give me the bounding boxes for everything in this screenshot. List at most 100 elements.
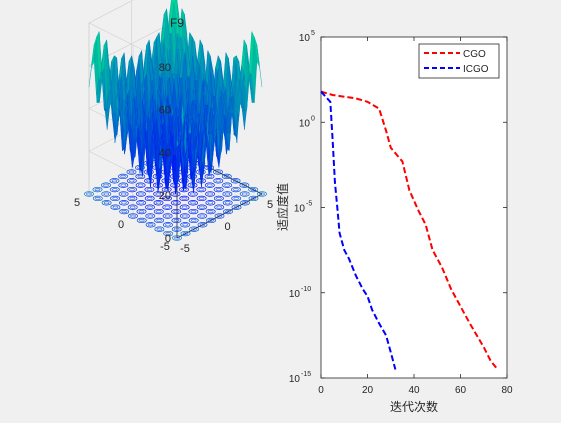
contour-ring xyxy=(240,200,250,206)
contour-ring xyxy=(189,226,199,232)
x-tick-label: 0 xyxy=(224,221,230,233)
contour-ring xyxy=(188,200,199,206)
contour-ring xyxy=(144,195,155,202)
contour-ring xyxy=(206,217,216,224)
contour-ring-inner xyxy=(147,205,153,209)
contour-ring xyxy=(214,204,225,210)
contour-ring xyxy=(118,173,128,180)
contour-ring-inner xyxy=(103,201,110,205)
contour-ring-inner xyxy=(165,232,171,236)
contour-ring xyxy=(101,182,111,188)
z-tick-labels: 0 20 40 60 80 xyxy=(159,62,171,245)
contour-ring-inner xyxy=(120,174,126,178)
grid-line xyxy=(88,0,134,24)
contour-ring xyxy=(222,200,233,206)
contour-ring-inner xyxy=(164,205,171,209)
contour-ring-inner xyxy=(130,205,136,209)
contour-ring xyxy=(154,226,165,232)
contour-ring xyxy=(135,191,146,197)
x-tick-label: 20 xyxy=(362,385,374,396)
contour-ring-inner xyxy=(225,210,231,214)
contour-ring-inner xyxy=(156,218,162,222)
z-tick-label: 20 xyxy=(159,190,171,202)
contour-ring xyxy=(223,208,233,215)
y-tick-label: -5 xyxy=(160,241,170,253)
contour-ring xyxy=(196,204,207,210)
contour-ring xyxy=(126,178,137,184)
x-tick-label: 80 xyxy=(501,385,513,396)
contour-ring xyxy=(205,208,216,215)
y-tick-label: 10 -10 xyxy=(289,286,311,300)
contour-ring xyxy=(257,191,267,197)
y-tick-exponent: 5 xyxy=(311,30,315,37)
contour-ring-inner xyxy=(156,210,162,214)
contour-ring-inner xyxy=(215,170,221,174)
contour-ring xyxy=(188,217,199,224)
contour-ring xyxy=(162,213,173,219)
contour-ring-inner xyxy=(206,174,213,178)
contour-ring xyxy=(205,191,216,197)
contour-ring xyxy=(222,191,233,197)
axis-line xyxy=(176,193,263,239)
x-tick-label: -5 xyxy=(180,243,190,255)
y-tick-label: 5 xyxy=(74,197,80,209)
contour-ring xyxy=(136,200,147,206)
contour-ring xyxy=(180,222,191,228)
contour-ring xyxy=(172,235,182,241)
contour-ring xyxy=(213,186,224,193)
series-lines xyxy=(320,90,499,371)
contour-ring-inner xyxy=(137,174,144,178)
contour-ring-inner xyxy=(138,201,144,205)
contour-ring-inner xyxy=(208,218,214,222)
contour-ring xyxy=(239,182,250,188)
contour-ring xyxy=(197,222,208,228)
contour-ring xyxy=(171,208,182,215)
contour-ring xyxy=(179,195,190,202)
contour-ring xyxy=(92,195,103,202)
contour-ring xyxy=(171,226,182,232)
contour-ring xyxy=(154,217,165,224)
contour-ring xyxy=(213,169,223,175)
contour-ring-inner xyxy=(215,179,222,183)
contour-ring-inner xyxy=(174,236,180,240)
z-tick-label: 80 xyxy=(159,62,171,74)
contour-ring xyxy=(110,204,121,210)
y-tick-base: 10 xyxy=(289,289,301,300)
contour-ring-inner xyxy=(182,232,189,236)
contour-ring xyxy=(135,173,146,180)
contour-ring-inner xyxy=(164,214,171,218)
contour-ring xyxy=(221,173,232,180)
y-tick-base: 10 xyxy=(289,374,301,385)
contour-ring xyxy=(135,182,146,188)
contour-ring-inner xyxy=(120,192,127,196)
legend-box xyxy=(418,43,500,79)
contour-ring xyxy=(101,191,112,197)
x-tick-labels: 0 20 40 60 80 xyxy=(318,385,513,396)
contour-ring-inner xyxy=(112,205,119,209)
contour-ring-inner xyxy=(156,227,163,231)
contour-ring-inner xyxy=(146,179,152,183)
contour-ring-inner xyxy=(216,196,222,200)
contour-ring-inner xyxy=(112,196,118,200)
axis-ticks xyxy=(320,36,508,379)
y-tick-exponent: -10 xyxy=(301,286,311,293)
contour-ring xyxy=(153,200,164,206)
contour-ring-inner xyxy=(190,192,196,196)
contour-ring-inner xyxy=(199,214,205,218)
contour-ring-inner xyxy=(129,196,136,200)
contour-ring-inner xyxy=(207,192,213,196)
y-tick-labels: -505 xyxy=(74,197,170,253)
contour-ring-inner xyxy=(242,192,248,196)
contour-ring-inner xyxy=(120,183,127,187)
x-tick-label: 60 xyxy=(455,385,467,396)
contour-ring-inner xyxy=(207,201,214,205)
contour-ring-inner xyxy=(164,188,170,192)
contour-ring-inner xyxy=(165,223,171,227)
contour-ring xyxy=(197,213,208,219)
contour-ring-inner xyxy=(173,210,179,214)
contour-ring-inner xyxy=(130,214,136,218)
contour-ring-inner xyxy=(241,183,248,187)
